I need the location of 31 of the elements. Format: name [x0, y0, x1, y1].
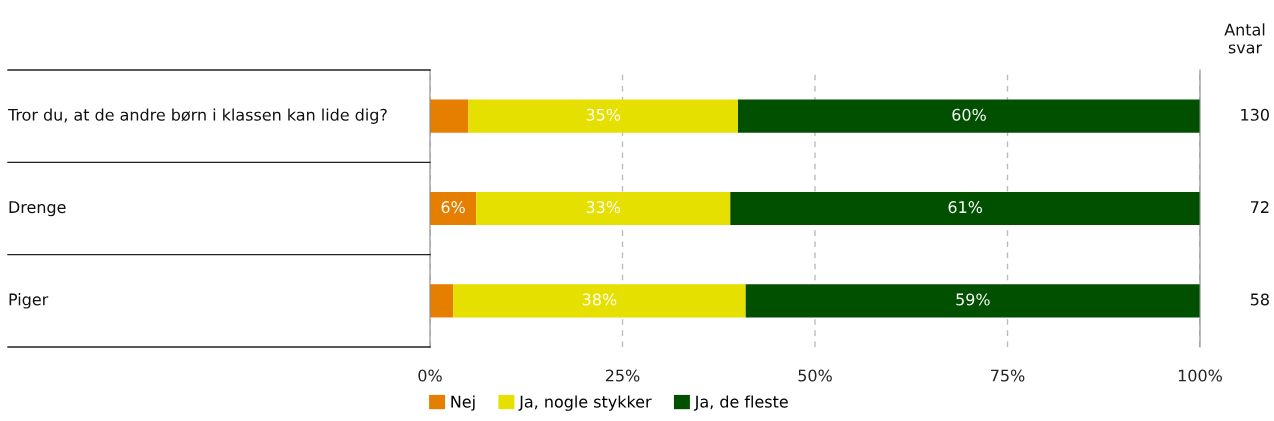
- data-label: 59%: [956, 293, 990, 306]
- x-tick-label: 25%: [605, 369, 640, 382]
- data-label: 6%: [441, 201, 465, 214]
- data-label: 38%: [582, 293, 617, 306]
- bar: [453, 284, 746, 318]
- x-tick-label: 0%: [418, 369, 442, 382]
- x-tick-label: 50%: [798, 369, 832, 382]
- x-tick-label: 75%: [991, 369, 1025, 382]
- text: 72: [1250, 201, 1269, 213]
- bar: [745, 284, 1200, 318]
- data-label: 35%: [586, 108, 621, 121]
- bar: [476, 191, 731, 226]
- bar: [468, 99, 738, 133]
- bar: [738, 99, 1200, 133]
- legend-label: Ja, de fleste: [693, 395, 788, 411]
- y-tick-label: Tror du, at de andre børn i klassen kan lide dig?: [7, 108, 387, 124]
- y-tick-label: Piger: [9, 293, 49, 309]
- data-label: 33%: [586, 201, 621, 214]
- x-tick-label: 100%: [1178, 369, 1222, 382]
- text: Antal svar: [1224, 23, 1265, 54]
- bar: [430, 99, 469, 133]
- bar: [730, 191, 1200, 226]
- text: 58: [1250, 293, 1269, 306]
- bar: [430, 284, 454, 318]
- text: 130: [1241, 108, 1269, 121]
- legend-label: Nej: [451, 395, 475, 411]
- y-tick-label: Drenge: [9, 201, 66, 217]
- data-label: 61%: [948, 201, 983, 214]
- legend-label: Ja, nogle stykker: [518, 395, 652, 411]
- bar: [430, 191, 477, 226]
- data-label: 60%: [952, 108, 986, 121]
